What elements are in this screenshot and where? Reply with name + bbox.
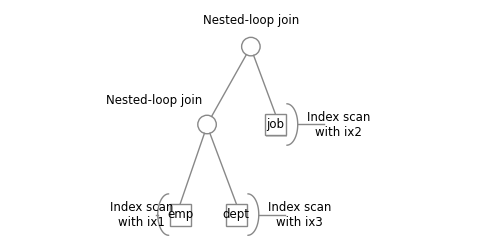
- Text: Index scan
with ix1: Index scan with ix1: [110, 201, 173, 229]
- Text: Index scan
with ix3: Index scan with ix3: [268, 201, 331, 229]
- FancyBboxPatch shape: [266, 115, 287, 137]
- FancyBboxPatch shape: [265, 114, 285, 135]
- FancyBboxPatch shape: [170, 204, 190, 226]
- FancyBboxPatch shape: [227, 205, 248, 227]
- Text: emp: emp: [167, 208, 193, 221]
- Text: Nested-loop join: Nested-loop join: [203, 14, 299, 27]
- Text: Index scan
with ix2: Index scan with ix2: [307, 111, 370, 138]
- FancyBboxPatch shape: [226, 204, 246, 226]
- FancyBboxPatch shape: [171, 205, 192, 227]
- Text: Nested-loop join: Nested-loop join: [106, 94, 202, 107]
- Text: job: job: [266, 118, 284, 131]
- Text: dept: dept: [223, 208, 250, 221]
